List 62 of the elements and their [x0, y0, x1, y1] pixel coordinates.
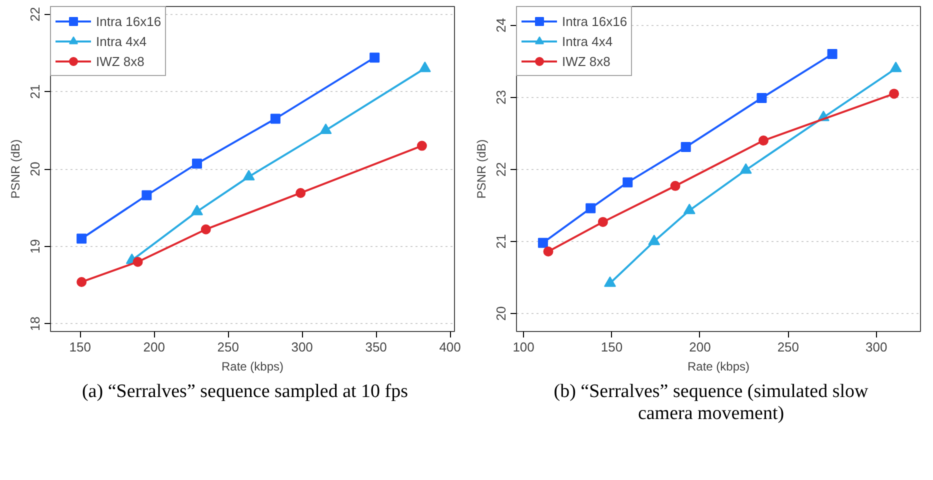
point [740, 163, 752, 174]
y-tick-label: 18 [28, 316, 42, 331]
point [142, 190, 152, 200]
y-tick-label: 21 [28, 84, 42, 99]
point [242, 170, 255, 180]
x-tick-label: 300 [866, 340, 888, 354]
y-tick-label: 20 [494, 306, 508, 321]
point [191, 204, 204, 216]
x-tick-label: 250 [217, 340, 239, 354]
point [758, 136, 768, 146]
legend-label: Intra 16x16 [562, 14, 628, 28]
point [889, 88, 900, 99]
x-tick-label: 350 [365, 340, 387, 354]
text: (b) “Serralves” sequence (simulated slow camera movement) [552, 381, 870, 425]
point [598, 216, 608, 227]
y-tick-label: 21 [494, 234, 508, 249]
y-tick-label: 22 [494, 162, 508, 177]
point [680, 142, 691, 152]
point [76, 276, 87, 287]
x-tick-label: 150 [600, 340, 623, 354]
text: (a) “Serralves” sequence sampled at 10 fps [82, 381, 408, 403]
point [756, 93, 767, 104]
x-tick-label: 300 [291, 340, 313, 354]
point [416, 140, 427, 151]
point [586, 203, 596, 214]
point [192, 158, 202, 169]
legend-label: Intra 4x4 [96, 34, 147, 48]
point [76, 234, 87, 244]
point [670, 180, 680, 191]
point [370, 52, 380, 63]
legend-label: IWZ 8x8 [96, 54, 144, 68]
x-tick-label: 400 [439, 340, 461, 354]
y-tick-label: 20 [28, 162, 42, 176]
y-tick-label: 24 [494, 18, 508, 32]
x-tick-label: 200 [689, 340, 711, 354]
point [622, 177, 633, 188]
y-axis-title: PSNR (dB) [474, 139, 488, 199]
x-tick-label: 200 [143, 340, 165, 354]
point [683, 204, 696, 214]
x-axis-title: Rate (kbps) [687, 360, 750, 374]
point [538, 238, 548, 248]
y-tick-label: 23 [494, 90, 508, 105]
x-axis-title: Rate (kbps) [221, 360, 284, 374]
y-tick-label: 19 [28, 239, 42, 254]
point [543, 246, 554, 256]
legend-label: Intra 16x16 [96, 14, 162, 28]
legend-label: IWZ 8x8 [562, 54, 610, 68]
x-tick-label: 250 [777, 340, 800, 354]
point [604, 276, 616, 287]
point [270, 114, 280, 124]
point [132, 256, 143, 267]
point [648, 234, 660, 246]
point [200, 224, 211, 234]
point [418, 62, 431, 72]
x-tick-label: 100 [512, 340, 534, 354]
point [320, 123, 332, 134]
point [296, 188, 306, 198]
x-tick-label: 150 [69, 340, 91, 354]
y-axis-title: PSNR (dB) [8, 139, 22, 199]
legend-label: Intra 4x4 [562, 34, 613, 48]
point [827, 49, 838, 60]
y-tick-label: 22 [28, 7, 42, 22]
